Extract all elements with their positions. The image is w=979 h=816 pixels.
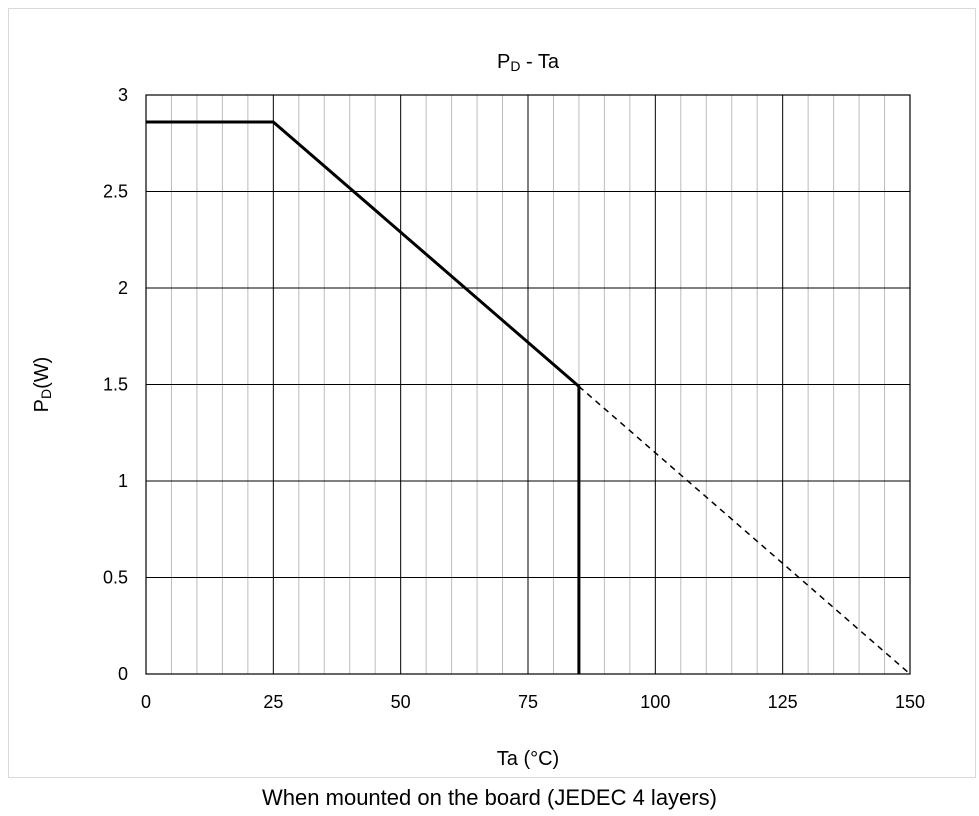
y-tick-label: 1 <box>118 471 128 491</box>
pd-ta-chart: 0 25 50 75 100 125 150 0 0.5 1 1.5 2 2.5 3 PD - Ta Ta (… <box>31 51 925 770</box>
chart-frame <box>8 8 976 778</box>
y-tick-label: 2.5 <box>103 182 128 202</box>
y-tick-label: 0.5 <box>103 568 128 588</box>
y-tick-label: 2 <box>118 278 128 298</box>
y-axis-label: PD(W) <box>31 357 54 413</box>
y-tick-label: 3 <box>118 85 128 105</box>
x-tick-label: 25 <box>263 692 283 712</box>
x-tick-label: 50 <box>391 692 411 712</box>
y-tick-label: 1.5 <box>103 375 128 395</box>
derating-extension-line <box>578 385 911 675</box>
chart-title: PD - Ta <box>497 51 560 74</box>
x-tick-label: 100 <box>640 692 670 712</box>
plot-area-border <box>145 94 911 675</box>
x-axis-label: Ta (°C) <box>497 748 559 770</box>
x-tick-label: 75 <box>518 692 538 712</box>
x-tick-label: 0 <box>141 692 151 712</box>
x-tick-label: 150 <box>895 692 925 712</box>
x-tick-label: 125 <box>768 692 798 712</box>
chart-caption: When mounted on the board (JEDEC 4 layer… <box>262 785 717 810</box>
power-dissipation-line <box>146 120 581 674</box>
y-tick-label: 0 <box>118 664 128 684</box>
